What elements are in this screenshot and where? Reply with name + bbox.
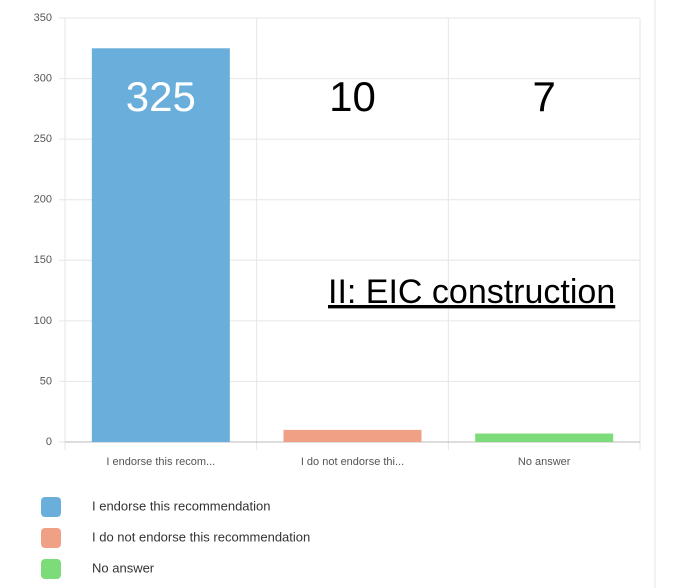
data-label: 7 bbox=[532, 73, 555, 120]
legend-label: I endorse this recommendation bbox=[92, 498, 270, 513]
y-tick-label: 250 bbox=[34, 133, 52, 145]
bar bbox=[91, 48, 230, 443]
y-tick-label: 300 bbox=[34, 72, 52, 84]
annotation: II: EIC construction bbox=[328, 273, 615, 311]
y-tick-label: 50 bbox=[40, 375, 52, 387]
y-tick-label: 150 bbox=[34, 254, 52, 266]
legend-swatch bbox=[41, 497, 61, 517]
data-label: 10 bbox=[329, 73, 376, 120]
bar bbox=[283, 429, 422, 442]
x-tick-label: No answer bbox=[518, 456, 571, 468]
legend-label: I do not endorse this recommendation bbox=[92, 529, 310, 544]
data-label: 325 bbox=[126, 73, 196, 120]
legend-label: No answer bbox=[92, 560, 155, 575]
legend-swatch bbox=[41, 528, 61, 548]
y-tick-label: 200 bbox=[34, 194, 52, 206]
x-tick-label: I do not endorse thi... bbox=[301, 456, 404, 468]
legend-swatch bbox=[41, 559, 61, 579]
y-tick-label: 350 bbox=[34, 12, 52, 24]
x-tick-label: I endorse this recom... bbox=[106, 456, 215, 468]
y-tick-label: 100 bbox=[34, 315, 52, 327]
bar bbox=[475, 433, 614, 442]
y-tick-label: 0 bbox=[46, 436, 52, 448]
